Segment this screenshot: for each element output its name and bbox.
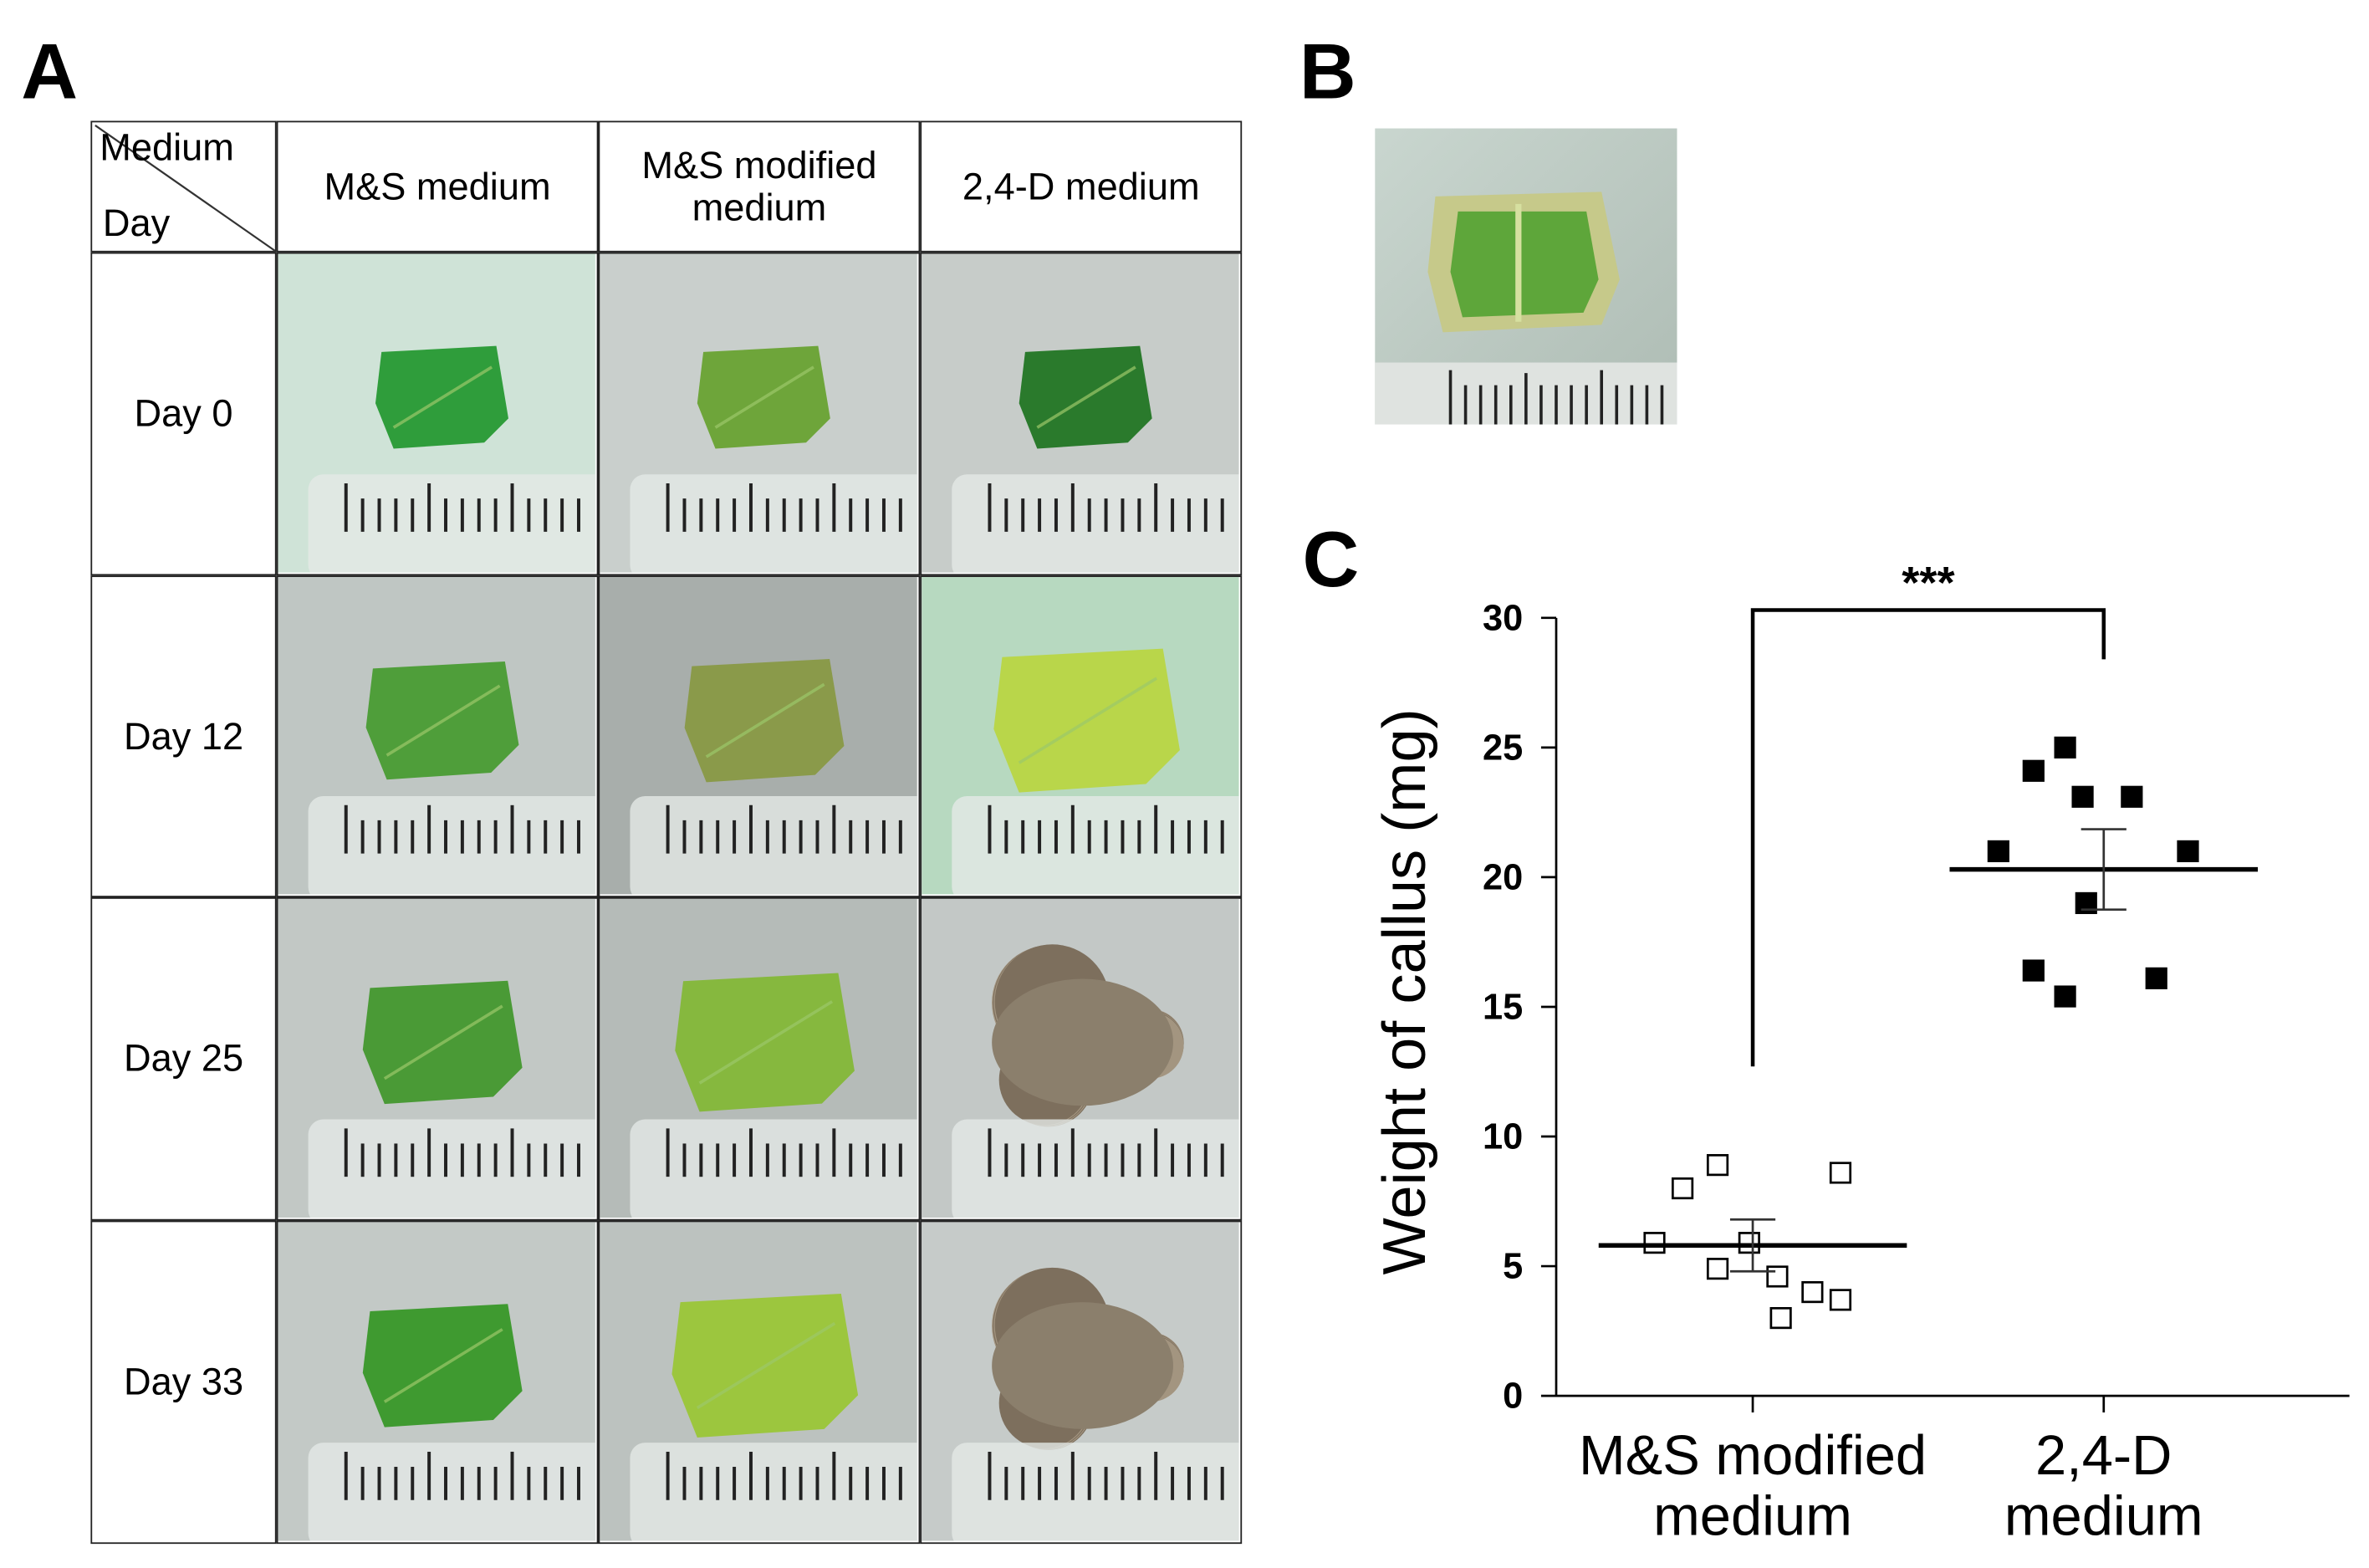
point	[1766, 1265, 1789, 1288]
cell	[90, 575, 277, 898]
point	[2071, 785, 2094, 808]
point	[1706, 1154, 1729, 1177]
photo-image	[278, 253, 597, 575]
row-label: Day 12	[123, 715, 244, 758]
point	[2177, 840, 2199, 863]
photo-image	[278, 577, 597, 896]
point	[1801, 1280, 1824, 1304]
point	[2022, 759, 2045, 782]
photo-image	[922, 577, 1241, 896]
cell	[90, 897, 277, 1221]
photo	[598, 897, 921, 1221]
panel-label: C	[1302, 516, 1360, 605]
point	[1769, 1306, 1792, 1330]
photo	[598, 252, 921, 576]
point	[1987, 840, 2009, 863]
column-header: M&S medium	[324, 165, 551, 208]
photo-image	[600, 898, 919, 1219]
cell	[920, 120, 1243, 253]
point	[1706, 1258, 1729, 1280]
cell	[598, 120, 921, 253]
corner-label: Medium	[100, 126, 234, 170]
y-tick-label: 20	[1483, 857, 1523, 897]
photo	[276, 897, 599, 1221]
y-axis-title: Weight of callus (mg)	[1371, 708, 1438, 1274]
photo-image	[922, 253, 1241, 575]
corner-label: Day	[102, 202, 171, 245]
cell	[90, 1220, 277, 1545]
point	[2145, 967, 2167, 989]
photo-image	[922, 898, 1241, 1219]
point	[1738, 1232, 1760, 1254]
y-tick-label: 15	[1483, 987, 1523, 1027]
photo-image	[278, 1222, 597, 1543]
y-tick-label: 10	[1483, 1116, 1523, 1157]
photo	[598, 1220, 921, 1545]
photo-image	[600, 1222, 919, 1543]
y-tick-label: 0	[1503, 1376, 1523, 1417]
y-tick-label: 5	[1503, 1247, 1523, 1287]
photo	[598, 575, 921, 898]
x-tick-label: 2,4-D medium	[2004, 1424, 2203, 1547]
diagonal	[94, 125, 276, 252]
photo	[276, 575, 599, 898]
panel-label: A	[21, 28, 79, 117]
x-tick-label: M&S modified medium	[1578, 1424, 1927, 1547]
y-tick-label: 30	[1483, 598, 1523, 638]
diagonal-line	[94, 125, 276, 252]
y-tick-label: 25	[1483, 728, 1523, 768]
photo-image	[278, 898, 597, 1219]
photo	[276, 1220, 599, 1545]
point	[2054, 985, 2076, 1008]
column-header: M&S modified medium	[641, 144, 877, 229]
column-header: 2,4-D medium	[962, 165, 1200, 208]
photo	[920, 252, 1243, 576]
photo	[920, 1220, 1243, 1545]
point	[1643, 1232, 1666, 1254]
panel-label: B	[1299, 28, 1356, 117]
point	[1829, 1162, 1852, 1184]
point	[2054, 736, 2076, 758]
significance-bracket	[1750, 608, 2106, 1067]
cell	[90, 252, 277, 576]
row-label: Day 25	[123, 1037, 244, 1080]
point	[2022, 959, 2045, 982]
cell	[90, 120, 277, 253]
point	[1829, 1289, 1852, 1311]
significance-label: ***	[1902, 558, 1955, 608]
photo-image	[922, 1222, 1241, 1543]
photo-image	[600, 253, 919, 575]
photo-image	[600, 577, 919, 896]
photo	[1375, 128, 1677, 425]
cell	[276, 120, 599, 253]
photo	[920, 575, 1243, 898]
row-label: Day 33	[123, 1361, 244, 1404]
row-label: Day 0	[134, 392, 233, 436]
point	[2075, 891, 2097, 915]
photo	[276, 252, 599, 576]
point	[2121, 785, 2143, 808]
point	[1672, 1177, 1694, 1200]
photo	[920, 897, 1243, 1221]
